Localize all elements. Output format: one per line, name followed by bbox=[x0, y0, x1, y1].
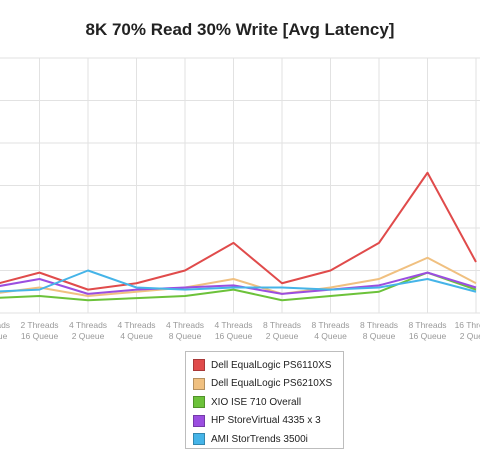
x-tick-label: 8 Threads 8 Queue bbox=[360, 320, 398, 341]
series-line-5 bbox=[0, 269, 477, 293]
legend-swatch bbox=[193, 396, 205, 409]
legend-item: HP StoreVirtual 4335 x 3 bbox=[193, 412, 343, 431]
legend: Dell EqualLogic PS6110XS Dell EqualLogic … bbox=[185, 351, 344, 449]
legend-label: XIO ISE 710 Overall bbox=[211, 396, 302, 408]
legend-swatch bbox=[193, 359, 205, 372]
x-tick-label: 4 Threads 16 Queue bbox=[214, 320, 252, 341]
legend-swatch bbox=[193, 414, 205, 427]
legend-item: XIO ISE 710 Overall bbox=[193, 393, 343, 412]
series-lines bbox=[0, 171, 477, 302]
x-tick-label: 4 Threads 4 Queue bbox=[117, 320, 155, 341]
x-tick-label: 2 Threads 16 Queue bbox=[20, 320, 58, 341]
x-tick-label: 8 Threads 4 Queue bbox=[311, 320, 349, 341]
series-line-4 bbox=[0, 271, 477, 295]
series-line-2 bbox=[0, 256, 477, 297]
legend-item: Dell EqualLogic PS6110XS bbox=[193, 356, 343, 375]
legend-swatch bbox=[193, 433, 205, 446]
series-line-1 bbox=[0, 171, 477, 291]
legend-label: Dell EqualLogic PS6110XS bbox=[211, 359, 332, 371]
legend-label: AMI StorTrends 3500i bbox=[211, 433, 308, 445]
grid bbox=[0, 57, 480, 314]
legend-label: Dell EqualLogic PS6210XS bbox=[211, 378, 333, 390]
legend-item: Dell EqualLogic PS6210XS bbox=[193, 375, 343, 394]
legend-label: HP StoreVirtual 4335 x 3 bbox=[211, 415, 321, 427]
x-tick-label: 8 Threads 2 Queue bbox=[263, 320, 301, 341]
x-tick-label: 4 Threads 2 Queue bbox=[69, 320, 107, 341]
legend-item: AMI StorTrends 3500i bbox=[193, 430, 343, 449]
chart-title: 8K 70% Read 30% Write [Avg Latency] bbox=[86, 20, 395, 39]
x-tick-label: 4 Threads 8 Queue bbox=[166, 320, 204, 341]
legend-swatch bbox=[193, 377, 205, 390]
x-tick-label: 8 Threads 16 Queue bbox=[408, 320, 446, 341]
